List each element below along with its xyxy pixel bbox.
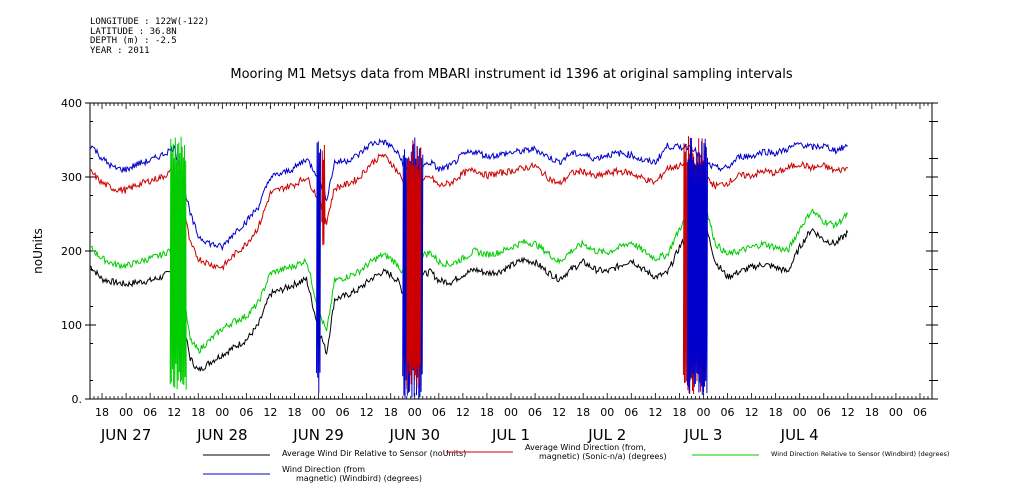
legend-label: Wind Direction Relative to Sensor (Windb… [771,450,949,458]
y-tick-label: 300 [61,171,82,184]
x-tick-label: 06 [817,406,831,419]
legend-item: Average Wind Direction (from, magnetic) (… [446,443,667,461]
legend-label-line: Wind Direction (from [282,465,365,474]
y-tick-label: 0. [72,393,83,406]
x-date-label: JUL 1 [491,426,530,444]
x-tick-label: 18 [865,406,879,419]
x-tick-label: 00 [504,406,518,419]
series-spikes-1 [406,140,422,389]
meta-latitude: LATITUDE : 36.8N [90,26,177,37]
x-tick-label: 06 [336,406,350,419]
x-tick-label: 00 [408,406,422,419]
legend-item: Wind Direction (from magnetic) (Windbird)… [203,465,422,483]
y-tick-label: 400 [61,97,82,110]
x-tick-label: 06 [432,406,446,419]
x-date-label: JUL 4 [780,426,819,444]
x-date-label: JUL 3 [683,426,722,444]
legend-label-line: Wind Direction Relative to Sensor (Windb… [771,450,949,458]
x-tick-label: 06 [239,406,253,419]
x-tick-label: 18 [576,406,590,419]
series-spikes-1 [321,144,326,246]
series-line-3 [90,216,849,372]
x-tick-label: 18 [769,406,783,419]
x-tick-label: 00 [312,406,326,419]
x-tick-label: 12 [360,406,374,419]
legend-item: Wind Direction Relative to Sensor (Windb… [692,450,949,458]
x-tick-label: 12 [456,406,470,419]
x-tick-label: 18 [384,406,398,419]
y-axis-label: noUnits [31,228,45,274]
legend-label-line: Average Wind Dir Relative to Sensor (noU… [282,449,466,458]
x-tick-label: 06 [528,406,542,419]
x-tick-label: 12 [167,406,181,419]
legend-label: Wind Direction (from magnetic) (Windbird)… [282,465,422,483]
y-tick-label: 100 [61,319,82,332]
legend-label-line: magnetic) (Sonic-n/a) (degrees) [539,452,667,461]
x-tick-label: 06 [143,406,157,419]
series-line-0 [90,137,848,252]
legend-label-line: Average Wind Direction (from, [525,443,646,452]
x-tick-label: 00 [696,406,710,419]
x-date-label: JUL 2 [587,426,626,444]
x-tick-label: 12 [841,406,855,419]
x-tick-label: 06 [913,406,927,419]
x-date-label: JUN 27 [100,426,151,444]
legend-item: Average Wind Dir Relative to Sensor (noU… [203,449,466,458]
x-tick-label: 00 [215,406,229,419]
x-tick-label: 12 [745,406,759,419]
series-spikes-2 [169,136,187,390]
x-tick-label: 00 [793,406,807,419]
x-tick-label: 18 [191,406,205,419]
legend-label: Average Wind Dir Relative to Sensor (noU… [282,449,466,458]
x-tick-label: 12 [648,406,662,419]
meta-depth: DEPTH (m) : -2.5 [90,36,177,46]
x-minor-ticks [89,103,933,399]
x-tick-label: 00 [119,406,133,419]
chart-title: Mooring M1 Metsys data from MBARI instru… [230,67,793,82]
x-date-label: JUN 28 [196,426,247,444]
x-tick-label: 06 [624,406,638,419]
x-tick-label: 06 [721,406,735,419]
x-tick-label: 12 [552,406,566,419]
series-line-1 [90,153,849,272]
x-tick-label: 18 [672,406,686,419]
y-tick-label: 200 [61,245,82,258]
x-tick-label: 00 [889,406,903,419]
x-tick-label: 18 [95,406,109,419]
x-tick-label: 18 [480,406,494,419]
x-date-label: JUN 29 [292,426,343,444]
x-tick-label: 00 [600,406,614,419]
meta-year: YEAR : 2011 [90,45,150,56]
x-date-label: JUN 30 [389,426,440,444]
legend-label: Average Wind Direction (from, magnetic) (… [525,443,667,461]
legend-label-line: magnetic) (Windbird) (degrees) [296,474,422,483]
x-tick-label: 12 [263,406,277,419]
series-spikes-0 [686,137,708,395]
plot-frame [89,102,933,400]
series-line-2 [90,199,849,355]
series-spikes-0 [316,141,321,394]
meta-longitude: LONGITUDE : 122W(-122) [90,17,210,27]
metadata-block: LONGITUDE : 122W(-122) LATITUDE : 36.8N … [90,17,210,56]
x-tick-label: 18 [287,406,301,419]
